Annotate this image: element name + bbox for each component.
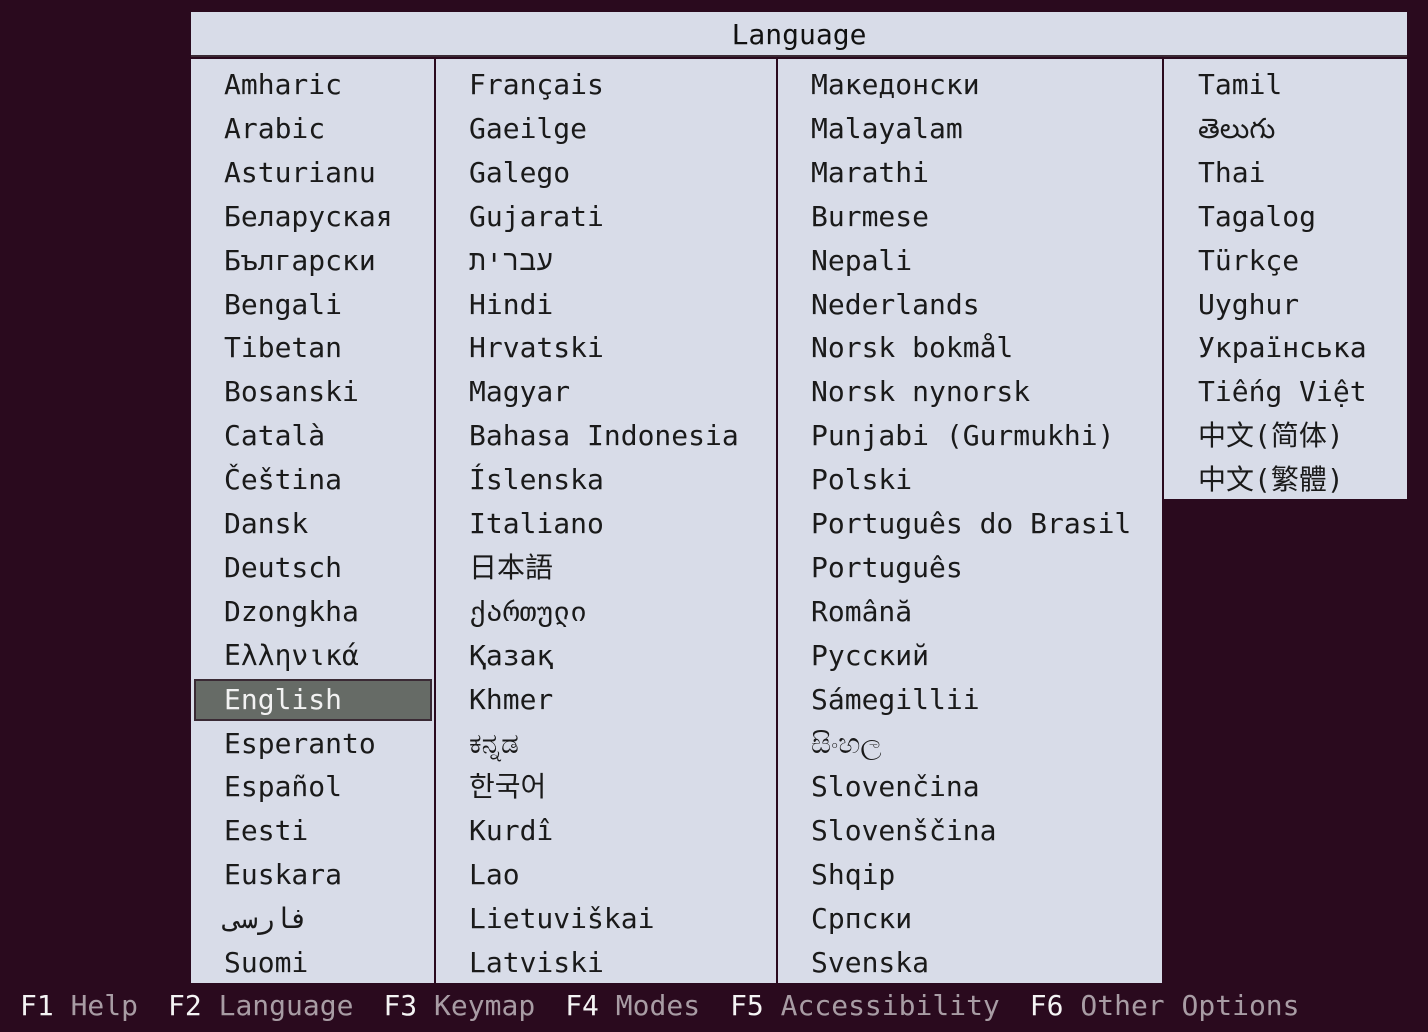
language-option[interactable]: Deutsch [224,550,343,584]
language-option[interactable]: Bosanski [224,375,359,409]
language-option[interactable]: Thai [1198,155,1266,189]
language-option[interactable]: Gaeilge [469,111,588,145]
language-option[interactable]: Khmer [469,682,554,716]
language-option[interactable]: Čeština [224,463,343,497]
language-column: Amharic Arabic Asturianu Беларуская Българск… [191,59,434,983]
language-option[interactable]: Eesti [224,814,309,848]
language-option[interactable]: 日本語 [469,550,554,584]
function-key-f6[interactable]: F6 [1029,989,1081,1022]
language-option[interactable]: Hrvatski [469,331,604,365]
language-option[interactable]: Türkçe [1198,243,1300,277]
language-option[interactable]: ქართული [469,594,588,628]
function-key-f5[interactable]: F5 [730,989,781,1022]
language-option[interactable]: Malayalam [811,111,963,145]
language-option[interactable]: Català [224,419,326,453]
language-option[interactable]: Magyar [469,375,571,409]
function-key-label: Keymap [434,989,536,1022]
language-column: Tamil తెలుగు Thai Tagalog Türkçe Uyghur Україн… [1164,59,1407,499]
language-option[interactable]: Dansk [224,507,309,540]
language-option[interactable]: Українська [1198,331,1367,365]
language-option[interactable]: Burmese [811,199,930,233]
language-option[interactable]: Italiano [469,507,604,540]
language-option[interactable]: Galego [469,155,571,189]
dialog-title: Language [191,12,1407,57]
language-option[interactable]: Македонски [811,68,980,101]
language-option[interactable]: Marathi [811,155,930,189]
language-option[interactable]: Lao [469,858,520,892]
language-option[interactable]: Tamil [1198,68,1283,101]
language-option[interactable]: Português [811,550,963,584]
language-option[interactable]: Latviski [469,946,604,979]
language-option[interactable]: Slovenščina [811,814,997,848]
function-key-f3[interactable]: F3 [383,989,435,1022]
function-key-f2[interactable]: F2 [168,989,219,1022]
function-key-label: Language [218,989,354,1022]
language-option[interactable]: 한국어 [469,770,547,804]
language-option[interactable]: Português do Brasil [811,507,1132,540]
function-key-f1[interactable]: F1 [20,989,71,1022]
language-option[interactable]: Български [224,243,376,277]
language-option[interactable]: Русский [811,638,930,672]
language-option[interactable]: فارسی [224,902,309,936]
language-column: Français Gaeilge Galego Gujarati עברית Hindi H… [436,59,776,983]
language-option[interactable]: Uyghur [1198,287,1300,321]
language-option[interactable]: Español [224,770,343,804]
language-option[interactable]: ಕನ್ನಡ [469,726,519,760]
language-option[interactable]: Kurdî [469,814,554,848]
language-column: Македонски Malayalam Marathi Burmese Nepali N… [778,59,1162,983]
language-option[interactable]: Ελληνικά [224,638,359,672]
language-option[interactable]: 中文(简体) [1198,419,1344,453]
function-key-label: Modes [615,989,701,1022]
language-option[interactable]: Euskara [224,858,343,892]
language-option[interactable]: עברית [469,243,554,277]
function-key-label: Help [70,989,139,1022]
language-option[interactable]: Tagalog [1198,199,1317,233]
function-key-label: Accessibility [780,989,1000,1022]
language-option[interactable]: Nepali [811,243,913,277]
language-option[interactable]: Norsk bokmål [811,331,1014,365]
language-option[interactable]: Română [811,594,913,628]
language-option[interactable]: Hindi [469,287,554,321]
language-option[interactable]: Arabic [224,111,326,145]
language-option[interactable]: Esperanto [224,726,376,760]
language-option[interactable]: සිංහල [811,726,882,760]
language-option[interactable]: Lietuviškai [469,902,655,936]
language-option[interactable]: Српски [811,902,913,936]
language-option[interactable]: Dzongkha [224,594,359,628]
language-option[interactable]: Polski [811,463,913,497]
language-option[interactable]: Punjabi (Gurmukhi) [811,419,1115,453]
language-option[interactable]: Gujarati [469,199,604,233]
language-option[interactable]: Shqip [811,858,896,892]
language-option[interactable]: Беларуская [224,199,393,233]
language-option[interactable]: Bahasa Indonesia [469,419,739,453]
language-option[interactable]: English [194,678,432,721]
language-option[interactable]: Slovenčina [811,770,980,804]
language-option[interactable]: Tiếng Việt [1198,375,1367,409]
function-key-f4[interactable]: F4 [565,989,616,1022]
language-option[interactable]: Қазақ [469,638,554,672]
language-option[interactable]: Bengali [224,287,343,321]
language-option[interactable]: Norsk nynorsk [811,375,1031,409]
function-key-label: Other Options [1080,989,1300,1022]
language-option[interactable]: Asturianu [224,155,376,189]
language-option[interactable]: 中文(繁體) [1198,463,1344,497]
function-key-bar: F1 Help F2 Language F3 Keymap F4 Modes F5 Ac… [20,986,1330,1026]
language-option[interactable]: Svenska [811,946,930,979]
language-option[interactable]: Français [469,68,604,101]
language-option[interactable]: Nederlands [811,287,980,321]
language-option[interactable]: Amharic [224,68,343,101]
language-option[interactable]: తెలుగు [1198,111,1276,145]
language-option[interactable]: Sámegillii [811,682,980,716]
language-option[interactable]: Íslenska [469,463,604,497]
language-option[interactable]: Suomi [224,946,309,979]
language-option[interactable]: Tibetan [224,331,343,365]
